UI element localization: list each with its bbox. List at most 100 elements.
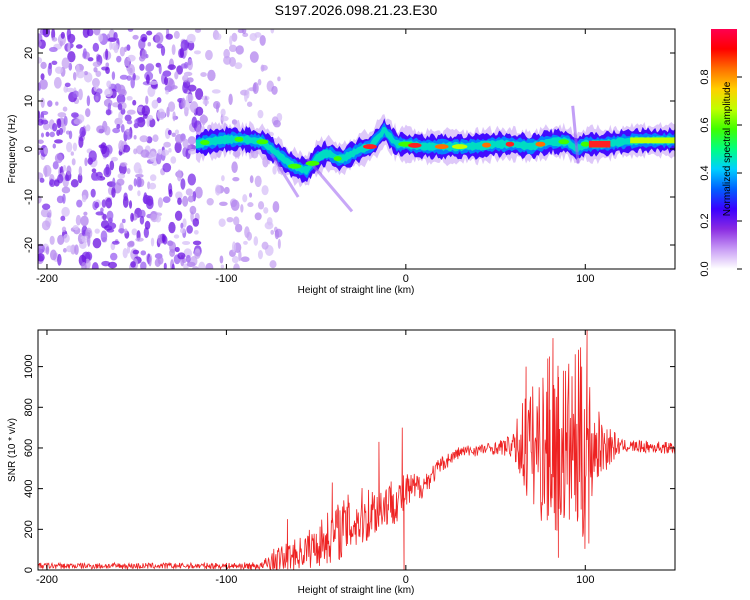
noise-speckle: [67, 41, 71, 53]
snr-y-axis-label: SNR (10 * v/v): [7, 418, 18, 482]
noise-speckle: [126, 44, 131, 51]
noise-speckle: [93, 176, 101, 181]
noise-speckle: [91, 262, 99, 269]
noise-speckle: [150, 213, 157, 221]
noise-speckle: [100, 230, 108, 243]
noise-speckle: [86, 29, 94, 37]
noise-speckle: [214, 184, 221, 196]
noise-speckle: [40, 61, 47, 70]
noise-speckle: [185, 254, 191, 263]
noise-speckle: [183, 61, 189, 69]
noise-speckle: [38, 172, 44, 180]
noise-speckle: [118, 228, 126, 234]
noise-speckle: [93, 29, 101, 36]
noise-speckle: [187, 84, 197, 92]
snr-x-tick-label: -100: [215, 574, 237, 586]
noise-speckle: [156, 43, 163, 49]
ridge-hotspot: [580, 141, 590, 147]
noise-speckle: [180, 227, 186, 234]
noise-speckle: [171, 263, 175, 269]
noise-speckle: [254, 175, 262, 187]
snr-y-tick-label: 800: [23, 398, 35, 416]
noise-speckle: [64, 82, 71, 88]
noise-speckle: [75, 44, 83, 49]
noise-speckle: [65, 87, 75, 93]
spectrogram-y-axis-label: Frequency (Hz): [7, 115, 18, 184]
noise-speckle: [174, 134, 184, 144]
noise-speckle: [38, 243, 45, 254]
noise-speckle: [257, 78, 262, 86]
noise-speckle: [134, 118, 139, 125]
noise-speckle: [240, 204, 244, 213]
noise-speckle: [277, 76, 281, 82]
noise-speckle: [126, 75, 132, 81]
noise-speckle: [39, 79, 48, 90]
noise-speckle: [127, 29, 134, 32]
colorbar-tick-label: 0.8: [699, 69, 711, 84]
noise-speckle: [257, 109, 264, 119]
noise-speckle: [62, 164, 67, 172]
noise-speckle: [76, 199, 83, 208]
noise-speckle: [58, 127, 63, 136]
noise-speckle: [57, 112, 67, 118]
noise-speckle: [198, 261, 206, 269]
noise-speckle: [124, 228, 128, 234]
noise-speckle: [261, 241, 269, 250]
noise-speckle: [121, 218, 126, 224]
spectrogram-x-tick-label: 0: [403, 273, 409, 285]
noise-speckle: [104, 88, 113, 98]
noise-speckle: [41, 203, 51, 210]
noise-speckle: [106, 80, 112, 88]
noise-speckle: [207, 69, 216, 82]
noise-speckle: [111, 187, 116, 198]
noise-speckle: [138, 168, 143, 175]
noise-speckle: [92, 238, 102, 249]
colorbar-tick-label: 0.4: [699, 165, 711, 180]
noise-speckle: [41, 220, 51, 231]
noise-speckle: [117, 173, 126, 179]
noise-speckle: [111, 71, 116, 81]
noise-speckle: [272, 165, 277, 175]
noise-speckle: [56, 195, 64, 204]
noise-speckle: [96, 125, 105, 134]
colorbar: 0.0 0.2 0.4 0.6 0.8 Normalized spectral ampl…: [699, 29, 742, 277]
noise-speckle: [105, 163, 110, 176]
noise-speckle: [126, 109, 136, 115]
noise-speckle: [136, 176, 142, 188]
noise-speckle: [124, 114, 132, 122]
noise-speckle: [181, 257, 187, 264]
noise-speckle: [161, 234, 165, 243]
noise-speckle: [180, 178, 186, 190]
noise-speckle: [233, 263, 240, 269]
noise-speckle: [145, 74, 150, 85]
noise-speckle: [102, 213, 107, 221]
noise-speckle: [254, 212, 262, 221]
noise-speckle: [108, 261, 118, 269]
noise-speckle: [91, 168, 97, 173]
noise-speckle: [270, 229, 275, 235]
noise-speckle: [105, 66, 110, 75]
noise-speckle: [53, 77, 62, 89]
snr-x-tick-label: -200: [36, 574, 58, 586]
noise-speckle: [152, 134, 159, 143]
noise-speckle: [38, 144, 41, 152]
noise-speckle: [38, 253, 45, 262]
noise-speckle: [38, 40, 42, 47]
noise-speckle: [155, 152, 162, 165]
noise-speckle: [105, 48, 109, 60]
noise-speckle: [92, 42, 100, 52]
noise-speckle: [163, 262, 167, 269]
noise-speckle: [249, 51, 259, 63]
noise-speckle: [61, 186, 71, 194]
noise-speckle: [151, 99, 159, 109]
noise-speckle: [149, 174, 157, 182]
noise-speckle: [195, 106, 204, 116]
spectrogram-y-tick-label: 0: [23, 146, 35, 152]
noise-speckle: [272, 201, 280, 213]
noise-speckle: [107, 102, 112, 112]
noise-speckle: [51, 60, 58, 66]
noise-speckle: [229, 35, 233, 46]
noise-speckle: [138, 55, 146, 62]
noise-speckle: [92, 61, 101, 68]
